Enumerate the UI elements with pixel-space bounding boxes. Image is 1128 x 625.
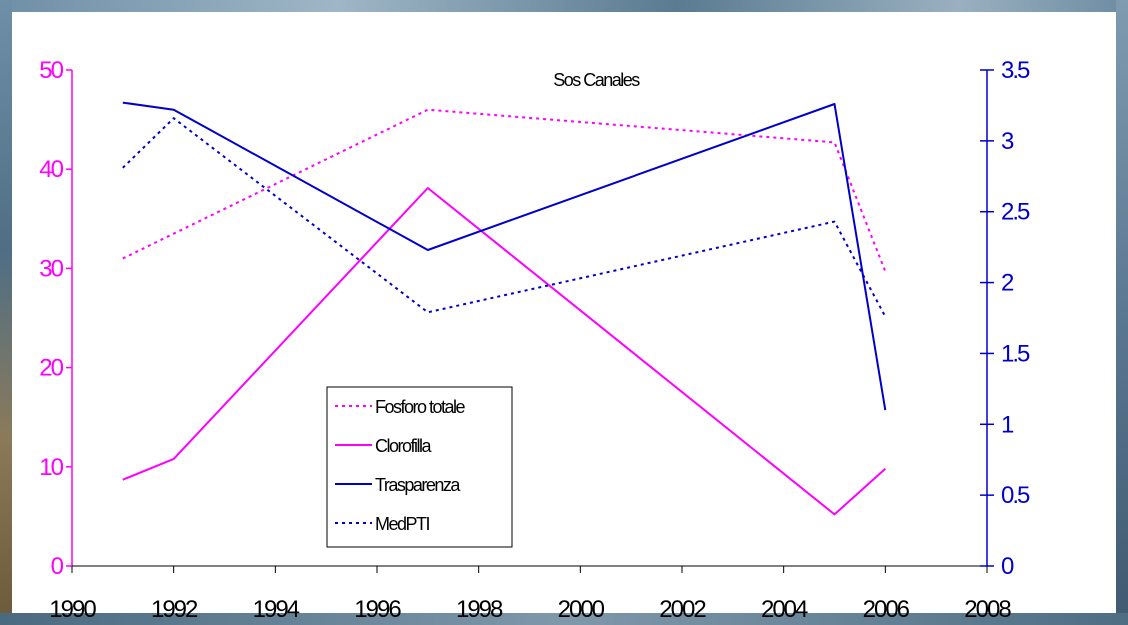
series-line-medpti [122,117,887,318]
series-line-trasparenza [122,101,887,411]
left-axis-tick-label: 40 [39,156,63,183]
left-axis-tick-label: 0 [51,553,64,580]
x-axis-tick-label: 1992 [151,596,198,623]
background-photo-edge-left [0,0,12,625]
left-axis-tick-label: 20 [39,355,63,382]
legend: Fosforo totale Clorofilla Trasparenza MedPT… [326,386,513,548]
left-axis-tick-label: 10 [39,454,63,481]
legend-label-fosforo-totale: Fosforo totale [375,397,466,417]
left-axis-tick-label: 50 [39,57,63,84]
x-axis-tick-label: 2006 [863,596,910,623]
background-photo-edge-right [1116,0,1128,625]
x-axis-tick-label: 1990 [49,596,96,623]
legend-label-trasparenza: Trasparenza [375,475,461,495]
x-axis-tick-label: 1998 [456,596,503,623]
right-axis-tick-label: 2.5 [1001,199,1030,226]
x-axis-tick-label: 2002 [659,596,706,623]
x-axis-tick-label: 2008 [964,596,1011,623]
legend-box [326,386,513,548]
x-axis-tick-label: 2000 [558,596,605,623]
chart-title: Sos Canales [553,70,640,90]
axes: 0 10 20 30 40 50 0 0.5 1 1.5 2 2.5 3 3.5 1990 1992 1994 1… [39,57,1032,623]
x-axis-tick-label: 2004 [761,596,808,623]
x-axis-tick-label: 1994 [253,596,300,623]
right-axis-tick-label: 2 [1001,270,1014,297]
legend-label-medpti: MedPTI [375,514,430,534]
right-axis-tick-label: 1 [1001,411,1014,438]
background-photo-edge-bottom [0,613,1128,625]
legend-label-clorofilla: Clorofilla [375,436,433,456]
series-lines [122,101,887,516]
right-axis-tick-label: 0 [1001,553,1014,580]
right-axis-tick-label: 0.5 [1001,482,1030,509]
background-photo-edge-top [0,0,1128,12]
x-axis-tick-label: 1996 [354,596,401,623]
left-axis-tick-label: 30 [39,255,63,282]
right-axis-tick-label: 1.5 [1001,340,1030,367]
series-line-fosforo-totale [122,108,887,272]
right-axis-tick-label: 3.5 [1001,57,1030,84]
right-axis-tick-label: 3 [1001,128,1014,155]
series-line-clorofilla [122,187,886,516]
